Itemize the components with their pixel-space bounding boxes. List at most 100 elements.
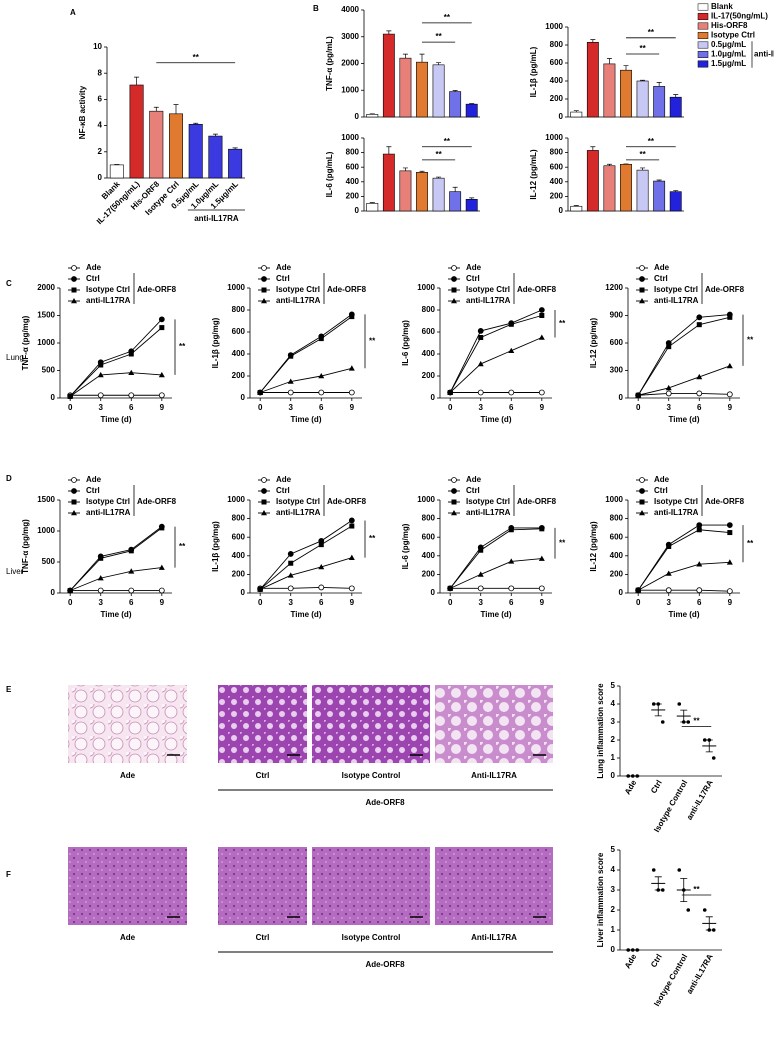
y-tick-label: 4 xyxy=(611,699,616,708)
x-tick-label: 9 xyxy=(160,598,165,607)
significance-label: ** xyxy=(435,150,442,159)
x-tick-label: 9 xyxy=(350,403,355,412)
legend-label: Isotype Ctrl xyxy=(711,31,755,40)
marker xyxy=(639,276,645,282)
marker xyxy=(451,276,457,282)
series-line xyxy=(638,392,730,396)
marker xyxy=(349,523,355,529)
x-tick-label: 9 xyxy=(540,403,545,412)
marker xyxy=(318,336,324,342)
bar xyxy=(366,114,379,118)
marker xyxy=(158,587,165,594)
y-axis-label: IL-6 (pg/mL) xyxy=(325,151,334,197)
histology-image xyxy=(435,847,553,925)
legend-label: Isotype Ctrl xyxy=(276,497,320,506)
bar xyxy=(228,148,243,179)
marker xyxy=(318,373,325,379)
legend-label: 1.5μg/mL xyxy=(711,59,746,68)
marker xyxy=(666,344,672,350)
marker xyxy=(538,585,545,592)
marker xyxy=(257,586,264,592)
y-tick-label: 400 xyxy=(422,551,436,560)
legend-label: anti-IL17RA xyxy=(654,296,699,305)
x-tick-label: 3 xyxy=(667,403,672,412)
y-tick-label: 1000 xyxy=(37,526,55,535)
bar xyxy=(465,199,478,212)
significance-label: ** xyxy=(444,137,451,146)
y-tick-label: 0 xyxy=(355,112,360,121)
marker xyxy=(477,585,484,592)
marker xyxy=(538,307,545,313)
bar xyxy=(416,61,428,118)
y-tick-label: 1000 xyxy=(417,495,435,504)
marker xyxy=(318,389,325,396)
row-label: Liver xyxy=(6,567,24,576)
group-label: Ade-ORF8 xyxy=(705,285,745,294)
legend-label: Isotype Ctrl xyxy=(86,497,130,506)
y-axis-label: TNF-α (pg/mg) xyxy=(21,315,30,370)
x-tick-label: Ctrl xyxy=(649,779,664,795)
marker xyxy=(635,392,642,398)
marker xyxy=(696,522,703,529)
image-label: Ctrl xyxy=(256,933,270,942)
legend-label: Ctrl xyxy=(276,486,290,495)
error-bar xyxy=(402,167,408,171)
y-tick-label: 600 xyxy=(610,338,624,347)
group-label: Ade-ORF8 xyxy=(327,497,367,506)
data-point xyxy=(660,888,665,892)
marker xyxy=(447,585,454,591)
y-tick-label: 300 xyxy=(610,366,624,375)
x-tick-label: anti-IL17RA xyxy=(685,778,715,821)
group-label: Ade-ORF8 xyxy=(365,798,405,807)
marker xyxy=(508,527,514,533)
x-tick-label: 3 xyxy=(479,598,484,607)
marker xyxy=(158,392,165,399)
legend-label: 1.0μg/mL xyxy=(711,50,746,59)
group-label: Ade-ORF8 xyxy=(517,497,557,506)
x-tick-label: 9 xyxy=(160,403,165,412)
marker xyxy=(287,378,294,384)
y-axis-label: IL-1β (pg/mL) xyxy=(529,46,538,97)
error-bar xyxy=(193,122,199,125)
marker xyxy=(639,488,645,494)
marker xyxy=(71,477,77,483)
error-bar xyxy=(606,58,612,64)
x-tick-label: 6 xyxy=(697,598,702,607)
marker xyxy=(696,390,703,397)
y-tick-label: 500 xyxy=(42,557,56,566)
y-tick-label: 3 xyxy=(611,885,616,894)
legend-label: Ctrl xyxy=(466,274,480,283)
significance-label: ** xyxy=(747,539,754,548)
marker xyxy=(71,298,77,304)
marker xyxy=(261,477,267,483)
y-tick-label: 0 xyxy=(355,206,360,215)
x-tick-label: 9 xyxy=(728,598,733,607)
legend-swatch xyxy=(697,32,709,39)
marker xyxy=(287,551,294,557)
bar xyxy=(586,150,599,212)
marker xyxy=(349,314,355,320)
image-label: Ade xyxy=(120,933,136,942)
marker xyxy=(71,499,77,505)
y-tick-label: 0 xyxy=(98,173,103,182)
legend-label: 0.5μg/mL xyxy=(711,40,746,49)
y-tick-label: 0 xyxy=(619,588,624,597)
y-tick-label: 5 xyxy=(611,845,616,854)
marker xyxy=(696,373,703,380)
y-tick-label: 400 xyxy=(232,349,246,358)
marker xyxy=(318,563,325,570)
panel-letter: D xyxy=(6,474,12,483)
legend-label: Isotype Ctrl xyxy=(466,497,510,506)
y-tick-label: 200 xyxy=(232,371,246,380)
y-tick-label: 2 xyxy=(611,905,616,914)
error-bar xyxy=(705,916,713,931)
group-label: Ade-ORF8 xyxy=(327,285,367,294)
marker xyxy=(539,313,545,318)
marker xyxy=(318,584,325,591)
legend-swatch xyxy=(697,51,709,58)
series-line xyxy=(637,524,730,591)
y-tick-label: 6 xyxy=(98,95,103,104)
error-bar xyxy=(419,53,425,63)
